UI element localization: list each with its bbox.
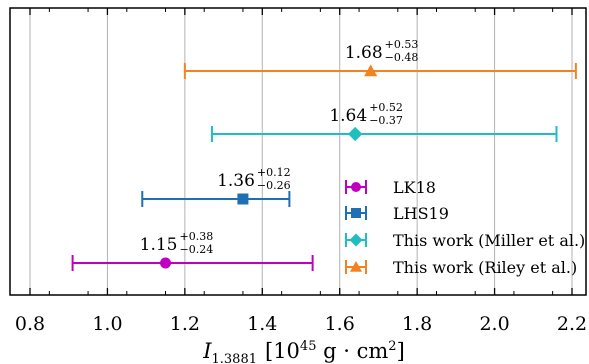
value-label-minus-3: −0.48 [385,51,419,64]
x-axis-units-suffix: g · cm [316,339,388,363]
legend: LK18 LHS19 This work (Miller et al.) This w… [345,178,585,277]
value-label-main-0: 1.15 [140,235,178,255]
value-label-minus-0: −0.24 [180,243,214,256]
x-axis-symbol: I [202,339,212,363]
value-label-plus-0: +0.38 [180,230,214,243]
x-tick-label-5: 1.8 [402,313,432,335]
x-tick-label-3: 1.4 [247,313,277,335]
legend-marker-3 [350,261,362,272]
legend-marker-2 [349,233,363,247]
legend-label-3: This work (Riley et al.) [393,258,577,277]
value-label-main-1: 1.36 [217,171,255,191]
value-label-main-2: 1.64 [329,106,367,126]
value-label-main-3: 1.68 [345,43,383,63]
x-axis-units-close: ] [397,339,405,363]
legend-entry-3: This work (Riley et al.) [345,258,577,277]
value-label-plus-1: +0.12 [257,166,291,179]
data-point-1 [237,193,249,205]
x-tick-label-7: 2.2 [557,313,587,335]
legend-label-2: This work (Miller et al.) [393,231,585,250]
legend-entry-1: LHS19 [345,204,449,223]
series-2 [210,126,558,142]
series-3 [183,63,577,79]
grid-lines [29,8,573,295]
x-tick-label-4: 1.6 [325,313,355,335]
x-tick-label-1: 1.0 [92,313,122,335]
value-label-minus-2: −0.37 [369,114,403,127]
data-point-0 [160,257,171,269]
x-axis-units-exponent-2: 2 [388,339,396,354]
error-bars [71,63,577,271]
data-point-3 [364,64,378,77]
x-axis-subscript: 1.3881 [212,352,258,364]
x-axis-units-prefix: [10 [265,339,300,363]
plot-frame [9,7,587,296]
legend-label-0: LK18 [393,178,436,197]
value-label-1: 1.36 +0.12−0.26 [217,166,291,192]
value-label-minus-1: −0.26 [257,179,291,192]
legend-entry-2: This work (Miller et al.) [345,231,585,250]
legend-marker-0 [351,182,361,192]
series-0 [71,255,314,271]
legend-marker-1 [351,208,361,218]
series-1 [141,191,291,207]
value-label-plus-2: +0.52 [369,101,403,114]
value-label-0: 1.15 +0.38−0.24 [140,230,214,256]
value-label-3: 1.68 +0.53−0.48 [345,38,419,64]
data-point-2 [348,126,363,142]
x-axis-ticks: 0.8 1.0 1.2 1.4 1.6 1.8 2.0 2.2 [15,8,587,335]
value-label-2: 1.64 +0.52−0.37 [329,101,403,127]
legend-label-1: LHS19 [393,204,449,223]
legend-entry-0: LK18 [345,178,436,197]
x-tick-label-0: 0.8 [15,313,45,335]
x-tick-label-6: 2.0 [479,313,509,335]
x-axis-units-exponent: 45 [300,339,317,354]
x-axis-label: I1.3881 [1045 g · cm2] [202,339,405,364]
x-tick-label-2: 1.2 [170,313,200,335]
value-labels: 1.15 +0.38−0.241.36 +0.12−0.261.64 +0.52−0.… [140,38,419,256]
value-label-plus-3: +0.53 [385,38,419,51]
